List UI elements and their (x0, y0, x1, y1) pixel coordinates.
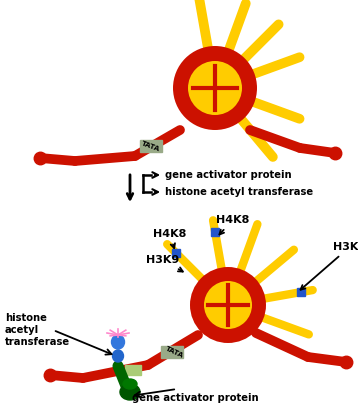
Text: histone acetyl transferase: histone acetyl transferase (165, 187, 313, 197)
Ellipse shape (111, 335, 125, 349)
Ellipse shape (120, 384, 140, 400)
Text: gene activator protein: gene activator protein (132, 393, 258, 403)
Circle shape (190, 267, 266, 343)
Ellipse shape (112, 350, 124, 362)
Circle shape (188, 61, 242, 115)
Text: H3K9: H3K9 (146, 255, 183, 272)
Text: TATA: TATA (141, 140, 161, 152)
Text: TATA: TATA (164, 345, 184, 359)
FancyBboxPatch shape (125, 365, 141, 375)
Text: H3K9: H3K9 (301, 242, 358, 290)
Text: histone
acetyl
transferase: histone acetyl transferase (5, 312, 70, 347)
Ellipse shape (123, 379, 137, 389)
FancyBboxPatch shape (161, 346, 183, 358)
Text: gene activator protein: gene activator protein (165, 170, 292, 180)
Circle shape (204, 281, 252, 329)
FancyBboxPatch shape (140, 140, 162, 152)
Circle shape (173, 46, 257, 130)
Text: H4K8: H4K8 (153, 229, 187, 248)
Text: H4K8: H4K8 (216, 215, 250, 234)
